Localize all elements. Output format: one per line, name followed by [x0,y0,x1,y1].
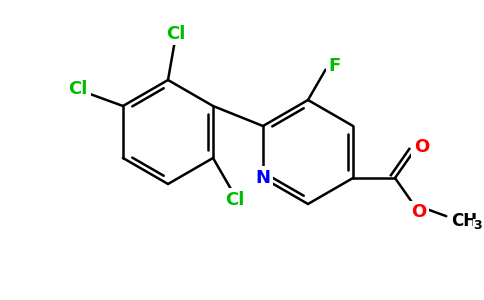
Text: Cl: Cl [69,80,88,98]
Text: F: F [328,57,341,75]
Text: Cl: Cl [226,191,245,209]
Text: N: N [256,169,271,187]
Text: O: O [411,203,426,221]
Text: 3: 3 [473,219,482,232]
Text: O: O [414,138,429,156]
Text: CH: CH [451,212,477,230]
Text: Cl: Cl [166,25,185,43]
